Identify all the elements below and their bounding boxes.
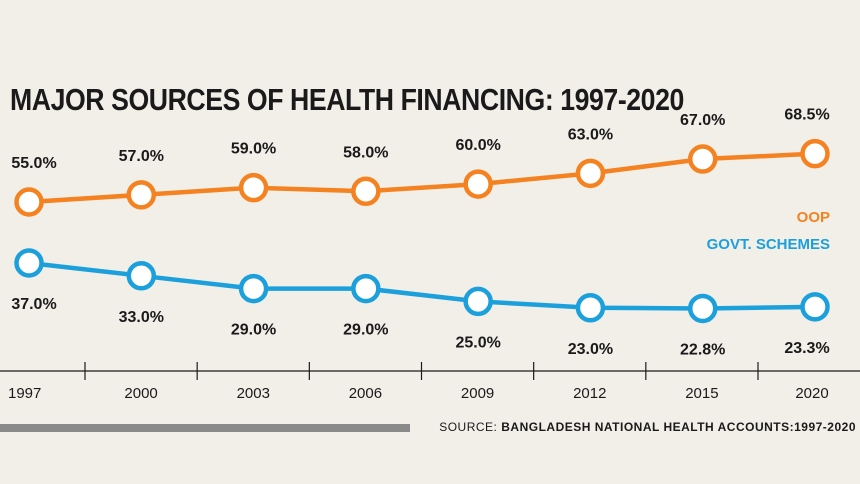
data-point-govt [575, 293, 606, 323]
data-point-oop [126, 180, 157, 210]
data-label-oop: 63.0% [568, 126, 613, 143]
data-label-oop: 60.0% [455, 137, 500, 154]
data-label-oop: 58.0% [343, 144, 388, 161]
data-point-oop [575, 158, 606, 189]
x-tick-label: 2000 [124, 385, 157, 402]
source-name: BANGLADESH NATIONAL HEALTH ACCOUNTS:1997… [501, 420, 856, 434]
source-divider-bar [0, 424, 410, 432]
x-axis: 1997 2000 2003 2006 2009 2012 2015 2020 [0, 362, 860, 402]
source-note: SOURCE: BANGLADESH NATIONAL HEALTH ACCOU… [439, 420, 856, 434]
legend-item-govt: GOVT. SCHEMES [707, 236, 830, 253]
data-label-oop: 68.5% [784, 107, 829, 124]
x-tick-label: 2020 [795, 385, 828, 402]
data-point-govt [126, 261, 157, 291]
data-point-oop [238, 172, 269, 203]
data-point-govt [463, 286, 493, 317]
data-point-govt [14, 248, 44, 278]
legend: OOP GOVT. SCHEMES [707, 209, 830, 253]
series-line-oop [28, 151, 816, 205]
data-label-govt: 29.0% [343, 322, 388, 339]
x-tick-label: 2003 [237, 385, 270, 402]
data-label-govt: 37.0% [11, 296, 56, 313]
series-line-govt [28, 260, 816, 311]
data-point-govt [238, 273, 269, 304]
data-point-oop [800, 138, 830, 169]
data-label-govt: 25.0% [455, 334, 500, 351]
data-label-oop: 67.0% [680, 112, 725, 129]
x-tick-label: 2009 [461, 385, 494, 402]
data-point-govt [687, 293, 718, 324]
data-label-govt: 22.8% [680, 341, 725, 358]
data-label-govt: 23.3% [784, 340, 829, 357]
series-group: 55.0% 57.0% 59.0% 58.0% 60.0% 63.0% 67.0% 68.5%… [11, 107, 830, 358]
data-point-oop [14, 187, 44, 217]
data-label-govt: 23.0% [568, 341, 613, 358]
data-label-govt: 33.0% [119, 309, 164, 326]
x-tick-label: 2012 [573, 385, 606, 402]
source-prefix: SOURCE: [439, 420, 498, 434]
x-tick-label: 1997 [8, 385, 41, 402]
x-tick-label: 2006 [349, 385, 382, 402]
data-point-govt [351, 273, 381, 304]
data-label-oop: 59.0% [231, 141, 276, 158]
data-point-oop [351, 176, 381, 207]
x-tick-label: 2015 [685, 385, 718, 402]
data-point-oop [687, 144, 718, 174]
data-label-oop: 55.0% [11, 155, 56, 172]
data-point-govt [800, 292, 830, 322]
data-label-govt: 29.0% [231, 322, 276, 339]
legend-item-oop: OOP [797, 209, 830, 226]
data-label-oop: 57.0% [119, 148, 164, 165]
data-point-oop [463, 169, 493, 199]
chart-title: MAJOR SOURCES OF HEALTH FINANCING: 1997-… [10, 82, 684, 117]
